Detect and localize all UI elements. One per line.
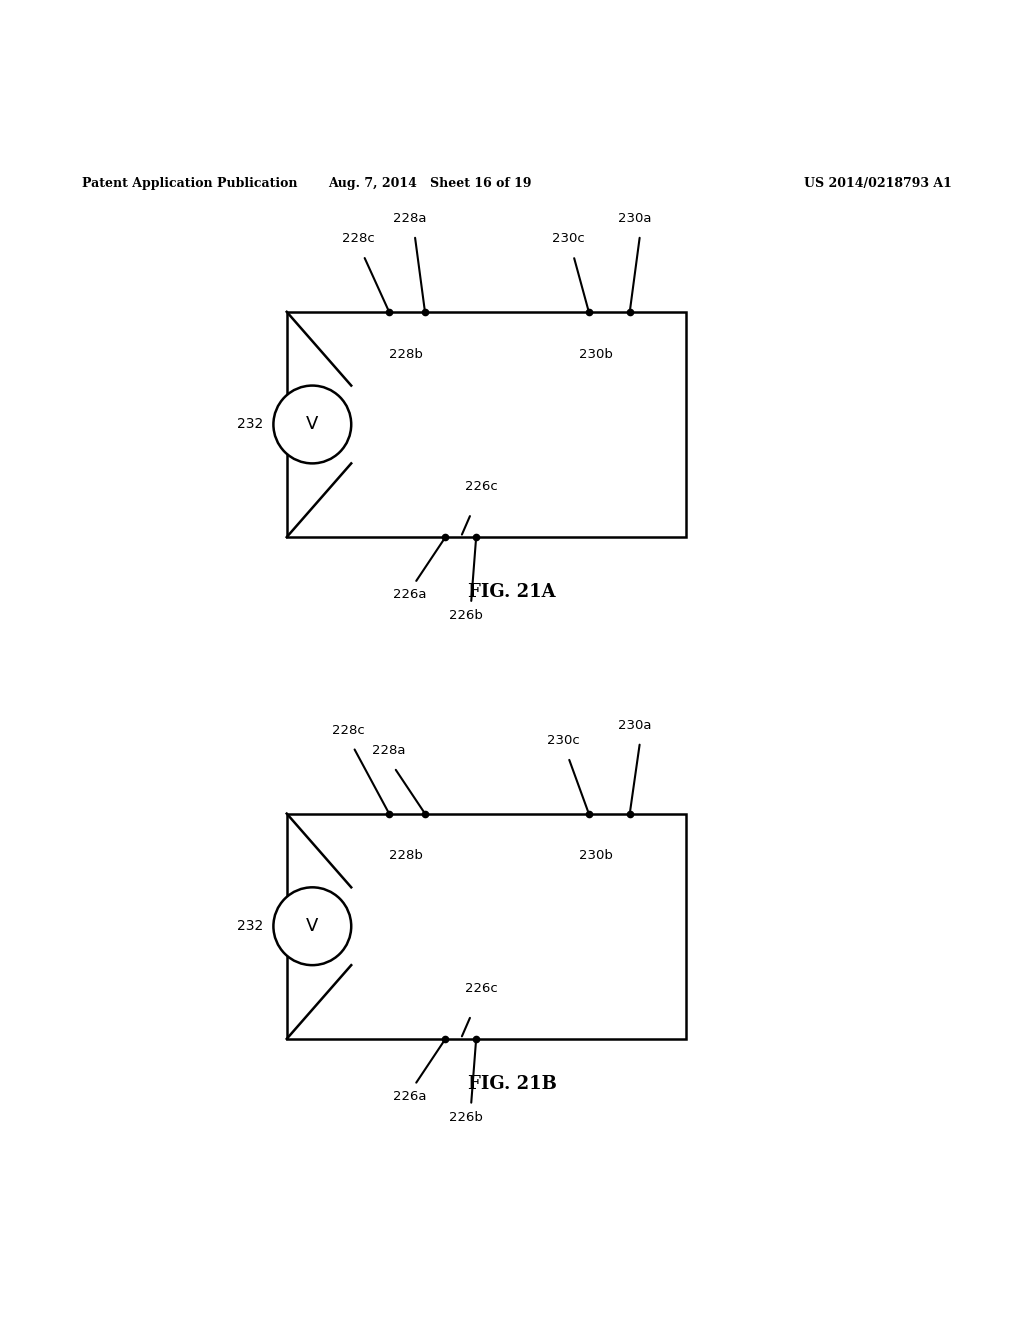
- Text: 226a: 226a: [393, 1090, 426, 1104]
- Text: 230a: 230a: [618, 211, 651, 224]
- Text: Aug. 7, 2014   Sheet 16 of 19: Aug. 7, 2014 Sheet 16 of 19: [329, 177, 531, 190]
- Text: V: V: [306, 416, 318, 433]
- Text: 226b: 226b: [449, 1110, 483, 1123]
- Text: 228b: 228b: [389, 347, 423, 360]
- Text: 226c: 226c: [465, 982, 498, 995]
- Text: FIG. 21B: FIG. 21B: [468, 1074, 556, 1093]
- Text: 228c: 228c: [342, 232, 375, 246]
- FancyBboxPatch shape: [287, 813, 686, 1039]
- Text: 226b: 226b: [449, 609, 483, 622]
- Circle shape: [273, 385, 351, 463]
- Text: 228c: 228c: [332, 723, 365, 737]
- Text: US 2014/0218793 A1: US 2014/0218793 A1: [805, 177, 952, 190]
- Text: 228a: 228a: [373, 744, 406, 758]
- Text: 228b: 228b: [389, 850, 423, 862]
- Text: 228a: 228a: [393, 211, 426, 224]
- Text: V: V: [306, 917, 318, 936]
- FancyBboxPatch shape: [287, 312, 686, 537]
- Text: 230c: 230c: [552, 232, 585, 246]
- Text: Patent Application Publication: Patent Application Publication: [82, 177, 297, 190]
- Text: FIG. 21A: FIG. 21A: [468, 583, 556, 601]
- Text: 230c: 230c: [547, 734, 580, 747]
- Text: 230b: 230b: [579, 850, 612, 862]
- Text: 226c: 226c: [465, 480, 498, 494]
- Circle shape: [273, 887, 351, 965]
- Text: 226a: 226a: [393, 589, 426, 602]
- Text: 230b: 230b: [579, 347, 612, 360]
- Text: 230a: 230a: [618, 718, 651, 731]
- Text: 232: 232: [237, 417, 263, 432]
- Text: 232: 232: [237, 919, 263, 933]
